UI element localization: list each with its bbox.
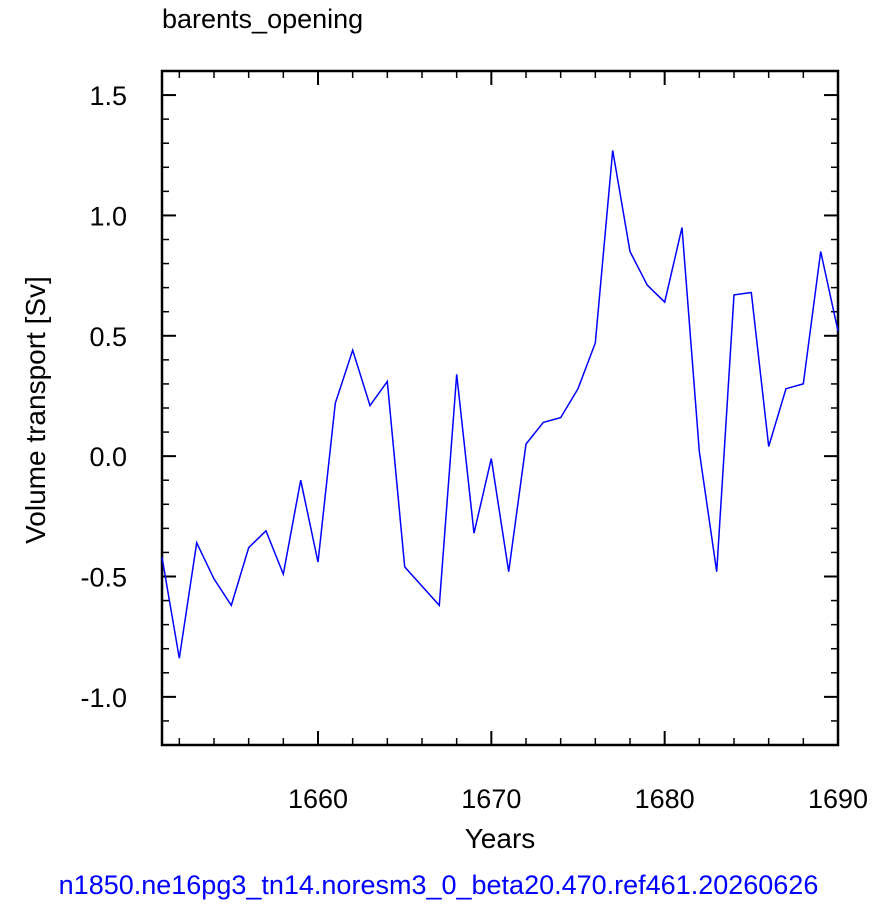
y-axis-label: Volume transport [Sv] <box>20 276 51 544</box>
y-tick-label: -0.5 <box>80 563 127 593</box>
series-line <box>161 150 839 659</box>
x-tick-label: 1670 <box>461 784 521 814</box>
x-tick-label: 1660 <box>288 784 348 814</box>
y-tick-label: -1.0 <box>80 683 127 713</box>
minor-ticks <box>162 70 838 746</box>
y-tick-label: 1.5 <box>89 81 127 111</box>
plot-frame <box>160 69 840 747</box>
y-tick-label: 1.0 <box>89 201 127 231</box>
run-id-footer: n1850.ne16pg3_tn14.noresm3_0_beta20.470.… <box>58 870 819 900</box>
x-tick-label: 1680 <box>635 784 695 814</box>
series-layer <box>161 150 839 659</box>
x-tick-label: 1690 <box>808 784 868 814</box>
y-tick-label: 0.5 <box>89 322 127 352</box>
x-axis-label: Years <box>464 823 536 854</box>
major-ticks <box>162 71 839 745</box>
chart-title: barents_opening <box>162 4 364 34</box>
tick-labels: 1660 1670 1680 1690 -1.0 -0.5 0.0 0.5 1.0 1.5 <box>80 81 868 814</box>
y-tick-label: 0.0 <box>89 442 127 472</box>
